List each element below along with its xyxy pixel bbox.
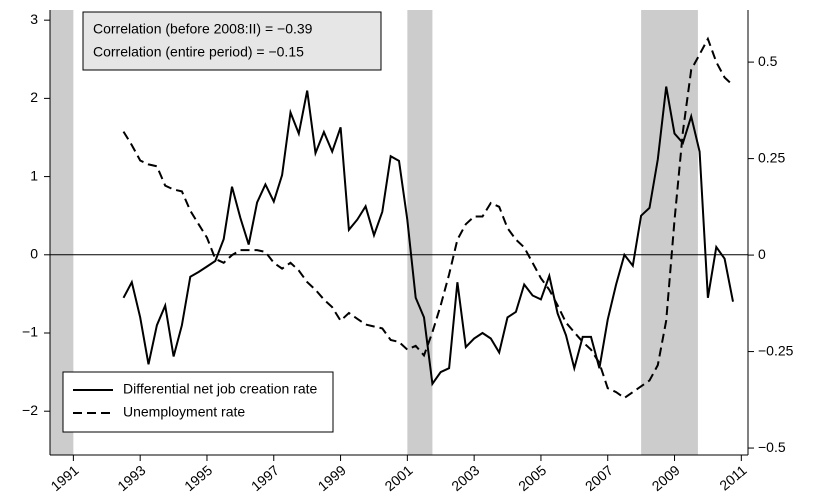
y2-tick-label: −0.5 xyxy=(758,439,786,455)
annotation: Correlation (entire period) = −0.15 xyxy=(93,44,304,60)
y-tick-label: 2 xyxy=(30,89,38,105)
x-tick-label: 2011 xyxy=(716,462,750,494)
series-line xyxy=(122,86,734,387)
y-tick-label: 3 xyxy=(30,11,38,27)
y2-tick-label: −0.25 xyxy=(758,342,794,358)
y-tick-label: −2 xyxy=(22,402,38,418)
x-tick-label: 1999 xyxy=(315,462,349,494)
x-tick-label: 2009 xyxy=(649,462,683,494)
recession-shade xyxy=(50,10,74,455)
x-tick-label: 1991 xyxy=(48,462,82,494)
y-tick-label: −1 xyxy=(22,324,38,340)
y2-tick-label: 0.25 xyxy=(758,149,785,165)
plot: −2 −1 0 1 2 3 −0.5 −0.25 0 0.25 0.5 1991 1993 1995 199… xyxy=(22,10,794,494)
x-tick-label: 2001 xyxy=(382,462,416,494)
x-tick-label: 1997 xyxy=(248,462,282,494)
y2-tick-label: 0 xyxy=(758,246,766,262)
annotation: Correlation (before 2008:II) = −0.39 xyxy=(93,21,313,37)
x-tick-label: 2005 xyxy=(515,462,549,494)
x-tick-label: 2003 xyxy=(448,462,482,494)
y-tick-label: 0 xyxy=(30,245,38,261)
series-line xyxy=(122,36,734,400)
x-tick-label: 1993 xyxy=(114,462,148,494)
x-tick-label: 1995 xyxy=(181,462,215,494)
recession-shade xyxy=(407,10,433,455)
legend-box xyxy=(62,371,334,433)
legend-label: Differential net job creation rate xyxy=(123,381,318,397)
y-tick-label: 1 xyxy=(30,167,38,183)
annotation-box xyxy=(82,11,382,71)
x-tick-label: 2007 xyxy=(582,462,616,494)
y2-tick-label: 0.5 xyxy=(758,53,778,69)
legend-label: Unemployment rate xyxy=(123,404,245,420)
